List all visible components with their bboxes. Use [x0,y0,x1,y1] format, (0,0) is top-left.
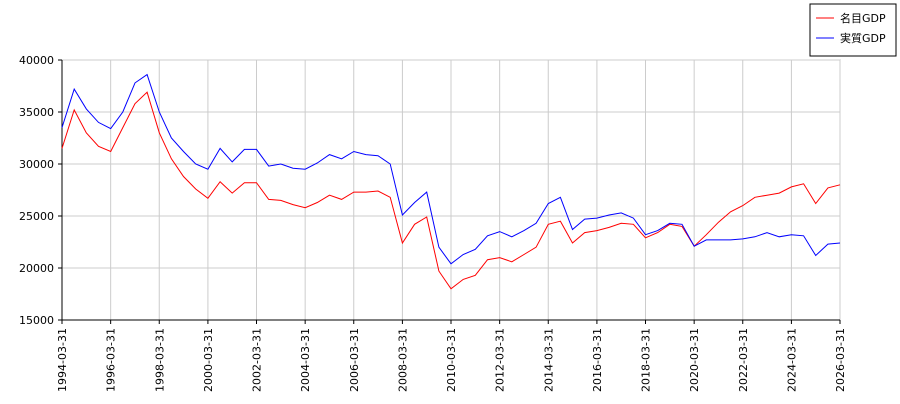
x-tick-label: 2022-03-31 [737,328,750,392]
legend: 名目GDP 実質GDP [809,3,897,57]
x-tick-label: 2012-03-31 [494,328,507,392]
x-tick-label: 1998-03-31 [153,328,166,392]
legend-box [809,3,897,57]
x-tick-label: 1996-03-31 [105,328,118,392]
x-tick-label: 2018-03-31 [640,328,653,392]
y-tick-label: 35000 [19,106,54,119]
x-tick-label: 2014-03-31 [542,328,555,392]
x-tick-label: 2026-03-31 [834,328,847,392]
x-tick-label: 2016-03-31 [591,328,604,392]
x-tick-label: 2008-03-31 [396,328,409,392]
y-tick-label: 15000 [19,314,54,327]
y-tick-label: 25000 [19,210,54,223]
x-tick-label: 1994-03-31 [56,328,69,392]
x-tick-label: 2006-03-31 [348,328,361,392]
x-tick-label: 2024-03-31 [785,328,798,392]
x-tick-label: 2010-03-31 [445,328,458,392]
x-tick-label: 2002-03-31 [251,328,264,392]
legend-label: 名目GDP [840,11,886,25]
y-tick-label: 40000 [19,54,54,67]
x-tick-label: 2000-03-31 [202,328,215,392]
x-tick-label: 2020-03-31 [688,328,701,392]
data-line [61,91,841,290]
x-tick-label: 2004-03-31 [299,328,312,392]
y-tick-label: 30000 [19,158,54,171]
legend-label: 実質GDP [840,31,886,45]
data-line [61,73,841,265]
y-tick-label: 20000 [19,262,54,275]
